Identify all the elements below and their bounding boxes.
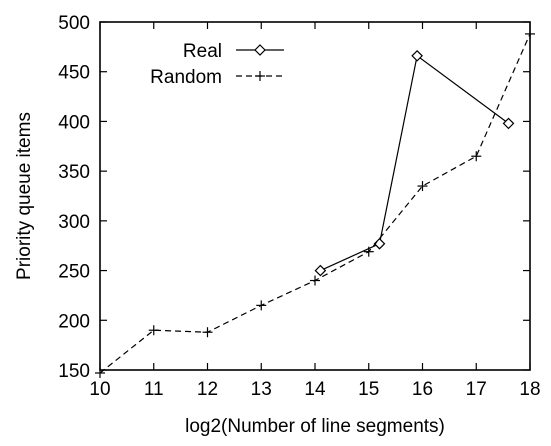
series-real [314, 49, 515, 277]
series-line-real [320, 54, 509, 272]
data-point-real [411, 49, 423, 62]
x-tick-label: 10 [89, 379, 110, 400]
x-tick-label: 15 [358, 379, 379, 400]
data-point-random [202, 327, 213, 338]
axis-tick-labels: 10 11 12 13 14 15 16 17 18 150 200 250 300 350 400 450 5… [58, 13, 540, 400]
data-point-random [363, 246, 374, 257]
y-tick-label: 350 [58, 162, 90, 183]
data-point-real [502, 117, 515, 130]
legend-label-random: Random [150, 67, 222, 88]
y-axis-label: Priority queue items [14, 112, 35, 280]
legend-marker-real [254, 44, 266, 56]
series-layer [95, 28, 535, 378]
data-point-random [95, 367, 105, 378]
data-point-random [471, 151, 482, 162]
y-tick-label: 200 [58, 311, 90, 332]
data-point-random [417, 181, 428, 192]
x-tick-label: 16 [412, 379, 433, 400]
y-tick-label: 500 [58, 13, 90, 34]
axis-ticks [99, 21, 531, 371]
x-axis-label: log2(Number of line segments) [185, 416, 445, 437]
legend: Real Random [150, 41, 284, 88]
data-point-real [314, 264, 327, 277]
y-tick-label: 400 [58, 112, 90, 133]
y-tick-label: 150 [58, 361, 90, 382]
data-point-random [148, 325, 159, 336]
data-point-random [310, 275, 320, 286]
data-point-random [256, 300, 267, 311]
x-tick-label: 11 [144, 379, 164, 400]
x-tick-label: 17 [466, 379, 487, 400]
y-tick-label: 450 [58, 63, 90, 84]
legend-marker-random [255, 71, 265, 81]
legend-label-real: Real [183, 41, 222, 62]
y-tick-label: 250 [58, 262, 90, 283]
data-point-random [525, 28, 535, 39]
y-tick-label: 300 [58, 212, 90, 233]
x-tick-label: 12 [197, 379, 218, 400]
series-random [95, 28, 535, 378]
x-tick-label: 18 [519, 379, 540, 400]
x-tick-label: 14 [304, 379, 326, 400]
x-tick-label: 13 [251, 379, 272, 400]
